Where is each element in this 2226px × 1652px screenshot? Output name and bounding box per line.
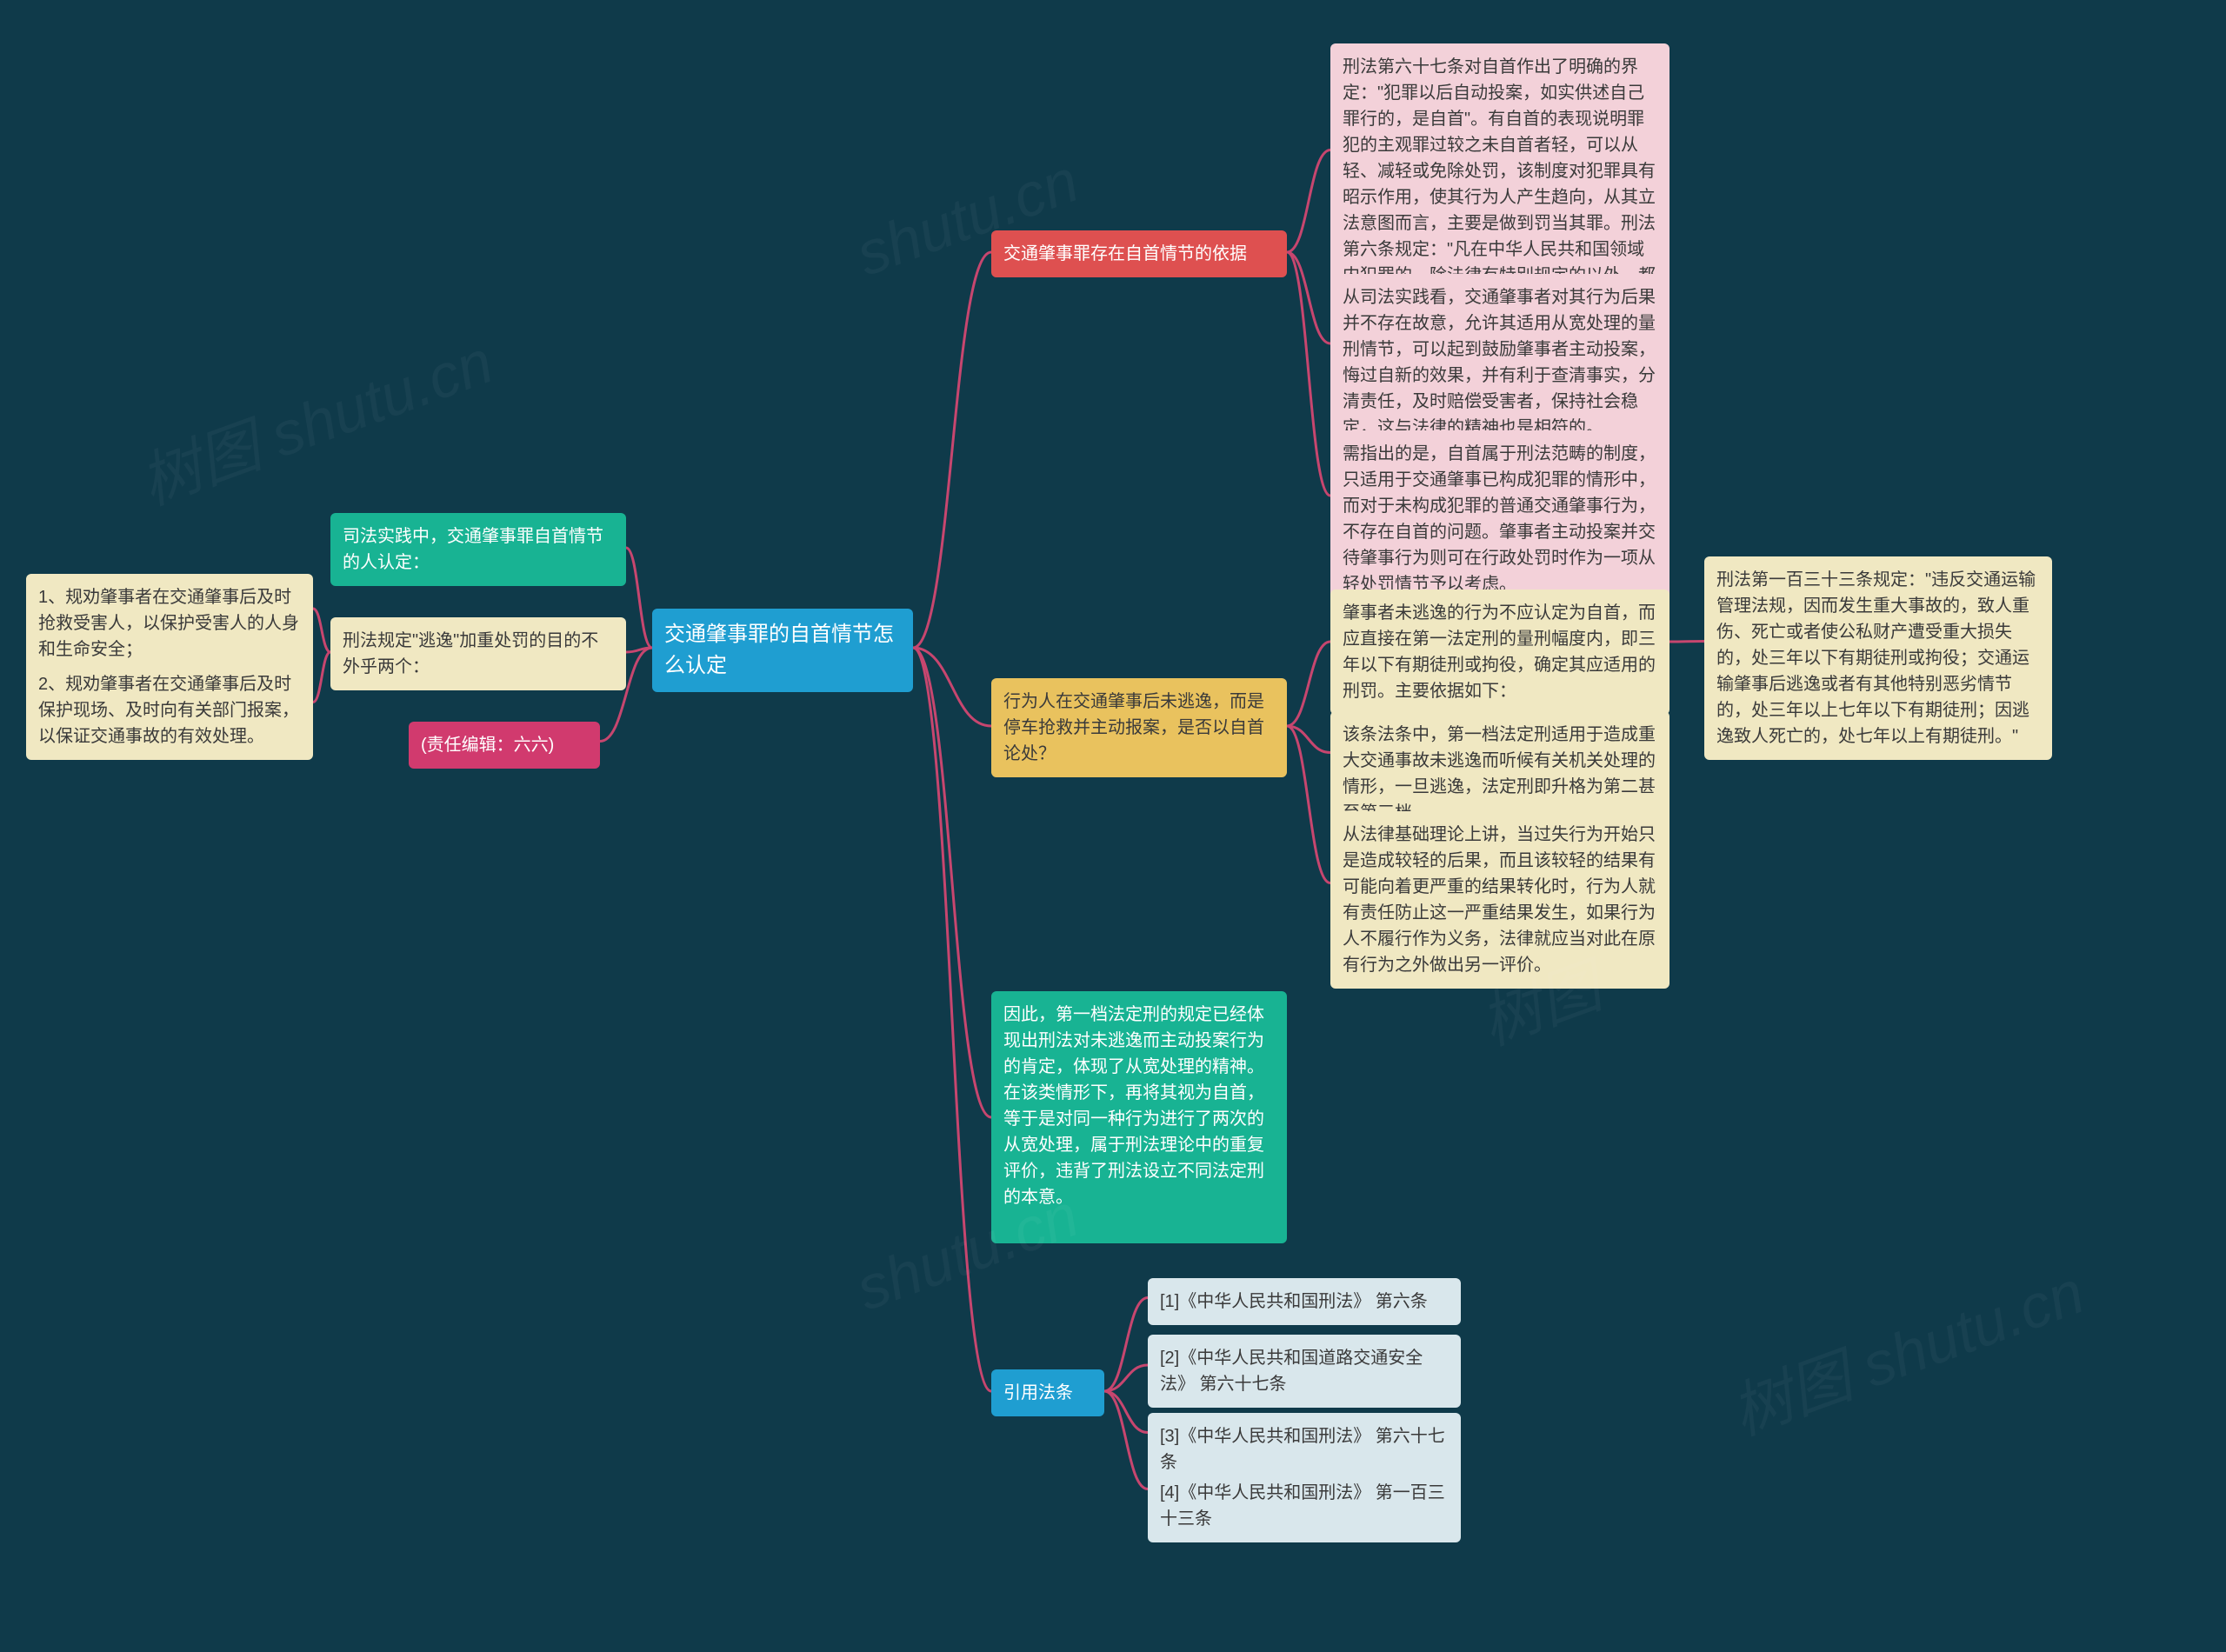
node-l2b: 2、规劝肇事者在交通肇事后及时保护现场、及时向有关部门报案，以保证交通事故的有效… (26, 661, 313, 760)
node-r1: 交通肇事罪存在自首情节的依据 (991, 230, 1287, 277)
node-r4a: [1]《中华人民共和国刑法》 第六条 (1148, 1278, 1461, 1325)
node-l3: (责任编辑：六六) (409, 722, 600, 769)
node-r2a: 肇事者未逃逸的行为不应认定为自首，而应直接在第一法定刑的量刑幅度内，即三年以下有… (1330, 590, 1670, 715)
node-l2: 刑法规定"逃逸"加重处罚的目的不外乎两个： (330, 617, 626, 690)
node-l2a: 1、规劝肇事者在交通肇事后及时抢救受害人，以保护受害人的人身和生命安全； (26, 574, 313, 673)
node-root: 交通肇事罪的自首情节怎么认定 (652, 609, 913, 692)
node-r4: 引用法条 (991, 1369, 1104, 1416)
node-l1: 司法实践中，交通肇事罪自首情节的人认定： (330, 513, 626, 586)
node-r1c: 需指出的是，自首属于刑法范畴的制度，只适用于交通肇事已构成犯罪的情形中，而对于未… (1330, 430, 1670, 608)
node-r3: 因此，第一档法定刑的规定已经体现出刑法对未逃逸而主动投案行为的肯定，体现了从宽处… (991, 991, 1287, 1243)
watermark: 树图 shutu.cn (1718, 1244, 2095, 1453)
node-r2a1: 刑法第一百三十三条规定："违反交通运输管理法规，因而发生重大事故的，致人重伤、死… (1704, 556, 2052, 760)
node-r1b: 从司法实践看，交通肇事者对其行为后果并不存在故意，允许其适用从宽处理的量刑情节，… (1330, 274, 1670, 451)
watermark: 树图 shutu.cn (127, 314, 503, 523)
node-r4d: [4]《中华人民共和国刑法》 第一百三十三条 (1148, 1469, 1461, 1542)
node-r2c: 从法律基础理论上讲，当过失行为开始只是造成较轻的后果，而且该较轻的结果有可能向着… (1330, 811, 1670, 989)
node-r2: 行为人在交通肇事后未逃逸，而是停车抢救并主动报案，是否以自首论处？ (991, 678, 1287, 777)
node-r4b: [2]《中华人民共和国道路交通安全法》 第六十七条 (1148, 1335, 1461, 1408)
mindmap-canvas: 交通肇事罪的自首情节怎么认定司法实践中，交通肇事罪自首情节的人认定： 刑法规定"逃… (0, 0, 2226, 1652)
